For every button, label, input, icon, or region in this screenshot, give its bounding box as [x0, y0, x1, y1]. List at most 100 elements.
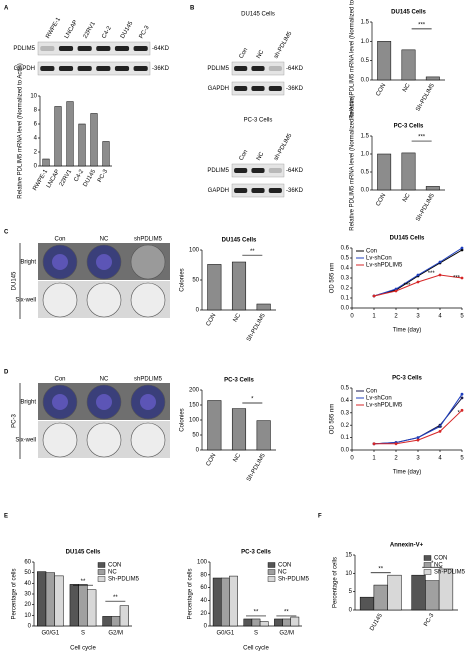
y-tick-label: 0.3 [341, 276, 350, 282]
point [394, 287, 398, 291]
bar [207, 264, 222, 311]
bar [243, 618, 253, 627]
blot-band [40, 66, 55, 71]
chart-title: DU145 Cells [66, 550, 101, 556]
panel-letter: F [318, 514, 322, 520]
x-tick-label: 0 [350, 456, 354, 462]
lane-label: sh-PDLIM5 [273, 132, 294, 162]
legend-label: Lv-shCon [366, 256, 392, 262]
y-tick-label: 60 [24, 560, 31, 566]
blot-size-label: -64KD [286, 168, 304, 174]
point [416, 280, 420, 284]
blot-strip [37, 41, 151, 56]
legend-swatch [267, 562, 276, 568]
y-tick-label: 0 [349, 608, 353, 614]
x-tick-label: Sh-PDLIM5 [246, 452, 267, 482]
bar [212, 577, 222, 627]
bar [377, 153, 392, 191]
blot-size-label: -36KD [152, 66, 170, 72]
y-tick-label: 0.0 [361, 188, 370, 194]
bar [411, 574, 426, 611]
x-tick-label: 5 [460, 314, 464, 320]
legend-swatch [97, 562, 106, 568]
y-tick-label: 0.2 [341, 286, 350, 292]
annotation: * [431, 561, 434, 567]
legend-swatch [423, 562, 432, 568]
y-tick-label: 0.1 [341, 296, 350, 302]
y-tick-label: 0.1 [341, 435, 350, 441]
point [460, 396, 464, 400]
bar [111, 616, 121, 627]
lane-label: sh-PDLIM5 [273, 30, 294, 60]
x-tick-label: 3 [416, 314, 420, 320]
y-tick-label: 150 [189, 403, 200, 409]
y-tick-label: 0 [196, 448, 200, 454]
condition-label: shPDLIM5 [134, 377, 163, 383]
y-tick-label: 10 [345, 571, 352, 577]
annotation: ** [250, 249, 255, 255]
chart-title: PC-3 Cells [241, 550, 271, 556]
colony-spot [140, 394, 156, 410]
legend-swatch [267, 576, 276, 582]
y-tick-label: 50 [192, 278, 199, 284]
bar [102, 141, 110, 167]
y-tick-label: 80 [200, 572, 207, 578]
y-tick-label: 50 [24, 570, 31, 576]
y-tick-label: 1.0 [361, 152, 370, 158]
x-tick-label: 3 [416, 456, 420, 462]
blot-band [77, 66, 92, 71]
x-tick-label: 1 [372, 456, 376, 462]
condition-label: NC [100, 377, 109, 383]
bar [37, 571, 47, 627]
lane-label: LNCAP [64, 19, 79, 39]
annotation: ** [378, 566, 383, 572]
blot-band [96, 46, 111, 51]
bar [251, 618, 261, 627]
x-tick-label: 1 [372, 314, 376, 320]
point [460, 408, 464, 412]
y-axis-label: Colonies [180, 268, 186, 291]
colony-spot [96, 254, 112, 270]
y-tick-label: 0 [28, 624, 32, 630]
x-tick-label: S [81, 631, 85, 637]
y-tick-label: 50 [192, 433, 199, 439]
chart-title: DU145 Cells [222, 238, 257, 244]
colony-well [130, 244, 166, 280]
blot-band [234, 168, 248, 173]
blot-band [114, 66, 130, 71]
annotation: * [458, 410, 461, 416]
legend-label: NC [278, 570, 287, 576]
blot-band [268, 66, 282, 71]
point [438, 260, 442, 264]
x-tick-label: Sh-PDLIM5 [415, 82, 436, 112]
blot-band [77, 46, 92, 51]
blot-row-label: GAPDH [208, 86, 229, 92]
y-tick-label: 0.5 [361, 58, 370, 64]
lane-label: RWPE-1 [45, 16, 62, 40]
blot-band [58, 66, 74, 71]
y-tick-label: 200 [189, 388, 200, 394]
blot-size-label: -36KD [286, 86, 304, 92]
blot-band [133, 66, 148, 71]
annotation: ** [113, 595, 118, 601]
x-tick-label: 5 [460, 456, 464, 462]
legend-swatch [423, 569, 432, 575]
y-axis-label: Percentage of cells [333, 557, 339, 608]
legend-label: Sh-PDLIM5 [278, 577, 310, 583]
legend-label: CON [278, 563, 291, 569]
x-tick-label: 22RV1 [59, 168, 74, 187]
y-tick-label: 10 [24, 613, 31, 619]
legend-swatch [97, 576, 106, 582]
annotation: ** [81, 579, 86, 585]
blot-band [40, 46, 55, 51]
annotation: ** [438, 426, 443, 432]
x-tick-label: 0 [350, 314, 354, 320]
condition-label: NC [100, 237, 109, 243]
point [460, 276, 464, 280]
y-tick-label: 0.5 [341, 256, 350, 262]
chart-title: PC-3 Cells [394, 124, 424, 130]
x-tick-label: C4-2 [73, 168, 85, 183]
blot-size-label: -36KD [286, 188, 304, 194]
blot-size-label: -64KD [286, 66, 304, 72]
